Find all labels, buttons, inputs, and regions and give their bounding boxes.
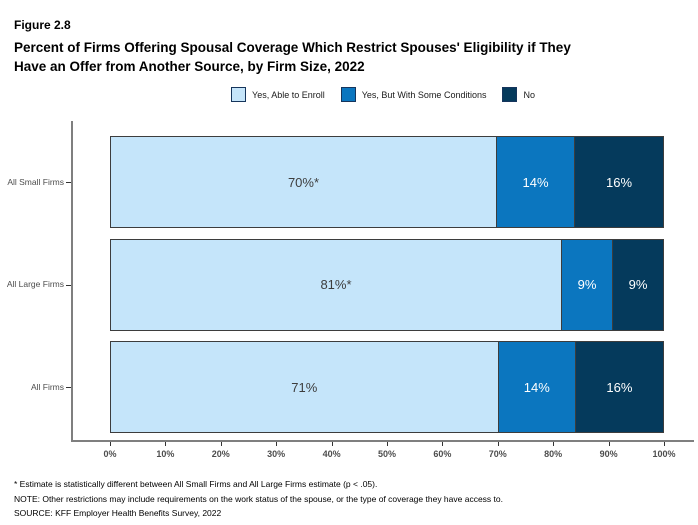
bar-segment-label: 16% <box>605 174 633 190</box>
x-axis-tick-label: 60% <box>433 449 452 459</box>
y-axis-tick <box>66 284 71 286</box>
legend-item: No <box>502 87 535 102</box>
x-axis-tick-label: 100% <box>652 449 676 459</box>
legend-item: Yes, But With Some Conditions <box>340 87 487 102</box>
footnote-line: SOURCE: KFF Employer Health Benefits Sur… <box>14 508 222 518</box>
bar-row: 71% 14% 16% <box>110 341 664 433</box>
x-axis-tick <box>165 442 167 446</box>
bar-row: 70%* 14% 16% <box>110 136 664 228</box>
legend-swatch-1 <box>340 87 356 102</box>
bar-segment: 81%* <box>111 239 561 330</box>
legend-label: Yes, Able to Enroll <box>252 89 325 100</box>
legend-label: No <box>523 89 535 100</box>
bar-segment: 9% <box>612 239 663 330</box>
bar-segment-label: 71% <box>291 379 318 395</box>
legend-label: Yes, But With Some Conditions <box>361 89 487 100</box>
chart-title-line-1: Percent of Firms Offering Spousal Covera… <box>14 40 571 55</box>
bar-segment-label: 14% <box>522 174 549 190</box>
x-axis-tick-label: 90% <box>599 449 618 459</box>
chart-title: Percent of Firms Offering Spousal Covera… <box>14 38 571 76</box>
x-axis-tick <box>553 442 555 446</box>
legend-swatch-0 <box>231 87 247 102</box>
y-axis-line <box>71 121 73 442</box>
x-axis-tick-label: 70% <box>488 449 507 459</box>
bar-segment: 70%* <box>111 137 496 227</box>
x-axis-tick <box>331 442 333 446</box>
y-axis-tick <box>66 182 71 183</box>
x-axis-tick-label: 50% <box>377 449 396 459</box>
x-axis-tick-label: 40% <box>322 449 341 459</box>
x-axis-line <box>71 440 694 442</box>
bar-segment-label: 9% <box>628 277 648 292</box>
figure-label: Figure 2.8 <box>14 18 71 32</box>
bar-segment: 71% <box>111 342 498 432</box>
chart-title-line-2: Have an Offer from Another Source, by Fi… <box>14 59 365 74</box>
footnote-line: * Estimate is statistically different be… <box>14 479 378 489</box>
legend: Yes, Able to Enroll Yes, But With Some Co… <box>72 87 694 102</box>
y-axis-label: All Small Firms <box>7 176 64 187</box>
x-axis-tick <box>110 442 111 446</box>
footnote-line: NOTE: Other restrictions may include req… <box>14 493 503 504</box>
bar-row: 81%* 9% 9% <box>110 238 664 331</box>
bar-segment: 14% <box>496 137 574 227</box>
bar-segment: 16% <box>574 342 663 432</box>
y-axis-label: All Firms <box>30 381 64 392</box>
x-axis-tick <box>608 442 610 446</box>
x-axis-tick <box>442 442 444 446</box>
bar-segment-label: 14% <box>523 379 550 395</box>
x-axis-tick <box>387 442 388 446</box>
x-axis-tick <box>276 442 278 446</box>
bar-segment-label: 9% <box>577 277 597 292</box>
bar-segment-label: 70%* <box>287 174 320 190</box>
x-axis-tick <box>497 442 499 446</box>
footnotes: * Estimate is statistically different be… <box>14 477 503 521</box>
bar-segment: 9% <box>561 239 612 330</box>
y-axis-label: All Large Firms <box>6 279 64 289</box>
x-axis-tick-label: 0% <box>103 449 117 459</box>
x-axis-tick <box>220 442 222 446</box>
bar-segment: 14% <box>497 342 575 432</box>
x-axis-tick-label: 10% <box>156 449 175 459</box>
y-axis-tick <box>66 387 71 388</box>
bar-segment-label: 81%* <box>320 277 352 292</box>
legend-swatch-2 <box>502 87 518 102</box>
x-axis-tick <box>664 442 665 446</box>
x-axis-tick-label: 20% <box>211 449 230 459</box>
bar-segment: 16% <box>574 137 663 227</box>
legend-item: Yes, Able to Enroll <box>231 87 325 102</box>
bar-segment-label: 16% <box>606 379 633 395</box>
x-axis-tick-label: 30% <box>267 449 286 459</box>
x-axis-tick-label: 80% <box>544 449 563 459</box>
